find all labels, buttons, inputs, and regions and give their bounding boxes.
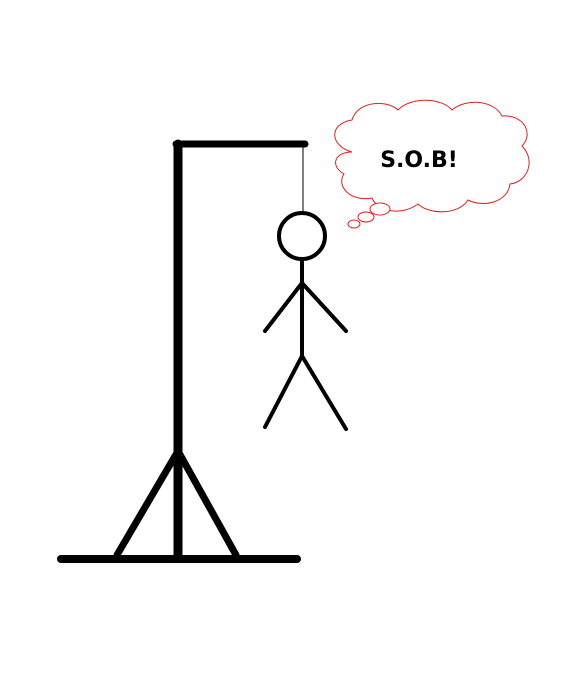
thought-dot-small	[347, 219, 361, 229]
right-leg	[300, 354, 348, 431]
thought-dot-medium	[357, 211, 375, 223]
thought-cloud	[334, 99, 530, 213]
thought-text: S.O.B!	[380, 148, 458, 173]
left-leg	[263, 354, 304, 429]
stick-figure	[263, 211, 348, 431]
gallows	[57, 139, 309, 563]
gallows-brace-right	[174, 447, 240, 559]
right-arm	[300, 281, 348, 333]
thought-dot-large	[369, 202, 391, 216]
thought-bubble: S.O.B!	[334, 99, 530, 229]
left-arm	[263, 281, 304, 333]
gallows-brace-left	[113, 447, 182, 559]
head	[277, 211, 327, 261]
